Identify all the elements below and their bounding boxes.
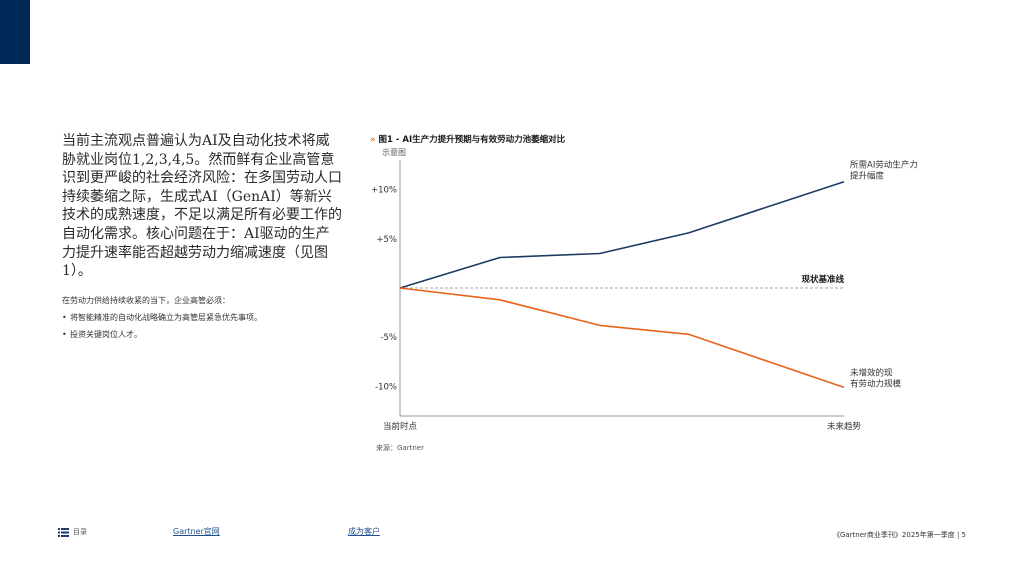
become-client-link[interactable]: 成为客户 xyxy=(348,527,380,536)
figure-title-text: 图1 - AI生产力提升预期与有效劳动力池萎缩对比 xyxy=(378,135,566,145)
x-tick-label: 当前时点 xyxy=(383,421,418,432)
intro-text: 在劳动力供给持续收紧的当下，企业高管必须： xyxy=(62,295,230,305)
series-line xyxy=(399,287,845,389)
series-line xyxy=(399,180,845,289)
series-label: 提升幅度 xyxy=(850,171,885,182)
baseline-label: 现状基准线 xyxy=(801,274,844,285)
x-tick-label: 未来趋势 xyxy=(827,421,862,432)
series-label: 有劳动力规模 xyxy=(850,378,902,389)
y-tick-label: -5% xyxy=(380,333,397,343)
source-note: 来源：Gartner xyxy=(376,444,424,452)
bullet-list: 将智能精准的自动化战略确立为高管层紧急优先事项。 投资关键岗位人才。 xyxy=(62,312,342,341)
bullet-item: 将智能精准的自动化战略确立为高管层紧急优先事项。 xyxy=(62,312,342,324)
y-tick-label: -10% xyxy=(375,382,397,392)
main-paragraph: 当前主流观点普遍认为AI及自动化技术将威胁就业岗位1,2,3,4,5。然而鲜有企… xyxy=(62,133,342,280)
series-label: 所需AI劳动生产力 xyxy=(850,160,918,171)
y-tick-label: +10% xyxy=(371,186,397,196)
gartner-site-link[interactable]: Gartner官网 xyxy=(173,527,220,536)
line-chart: +10% +5% -5% -10% 当前时点 未来趋势 现状基准线 所需AI劳动生产力提升幅度… xyxy=(371,160,918,432)
list-icon xyxy=(58,527,69,537)
figure-subtitle: 示意图 xyxy=(382,148,406,157)
toc-label: 目录 xyxy=(73,528,87,536)
chevron-right-icon: » xyxy=(370,135,376,145)
figure-title: » 图1 - AI生产力提升预期与有效劳动力池萎缩对比 xyxy=(370,133,565,145)
bullet-item: 投资关键岗位人才。 xyxy=(62,329,342,341)
y-tick-label: +5% xyxy=(376,235,397,245)
page-footer-info: 《Gartner商业季刊》2025年第一季度 | 5 xyxy=(832,531,966,539)
toc-button[interactable]: 目录 xyxy=(58,527,87,537)
left-column: 当前主流观点普遍认为AI及自动化技术将威胁就业岗位1,2,3,4,5。然而鲜有企… xyxy=(62,132,342,346)
corner-brand-block xyxy=(0,0,30,64)
series-label: 未增效的现 xyxy=(850,367,893,378)
